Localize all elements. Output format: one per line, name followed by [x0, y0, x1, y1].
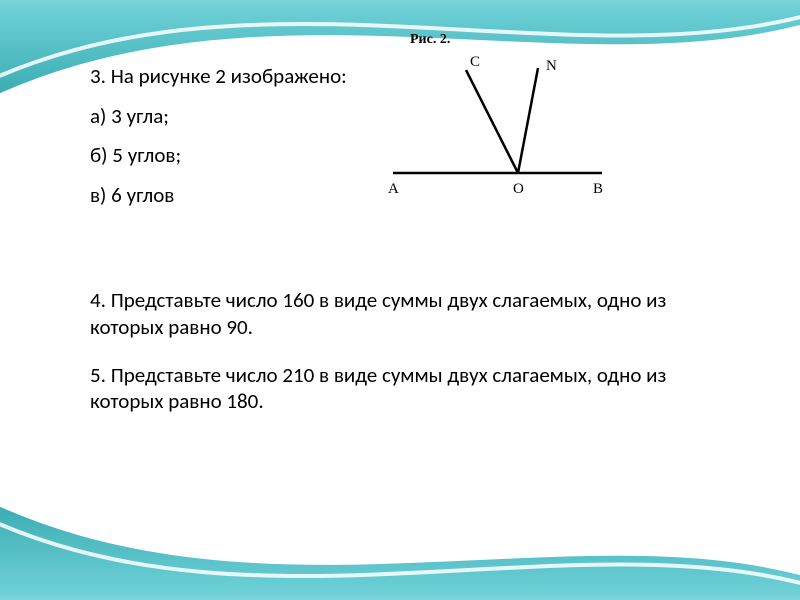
figure-label-C: C	[470, 54, 480, 70]
question-5: 5. Представьте число 210 в виде суммы дв…	[90, 362, 715, 415]
figure-label-O: O	[513, 181, 524, 197]
figure-2-svg: A O B C N	[380, 50, 610, 205]
figure-caption: Рис. 2.	[410, 32, 630, 48]
slide-content: 3. На рисунке 2 изображено: а) 3 угла; б…	[90, 60, 715, 414]
figure-label-B: B	[593, 181, 603, 197]
figure-label-N: N	[546, 58, 557, 74]
figure-2: Рис. 2. A O B C N	[380, 32, 630, 205]
question-3: 3. На рисунке 2 изображено: а) 3 угла; б…	[90, 60, 715, 212]
figure-label-A: A	[388, 181, 399, 197]
question-4: 4. Представьте число 160 в виде суммы дв…	[90, 287, 715, 340]
